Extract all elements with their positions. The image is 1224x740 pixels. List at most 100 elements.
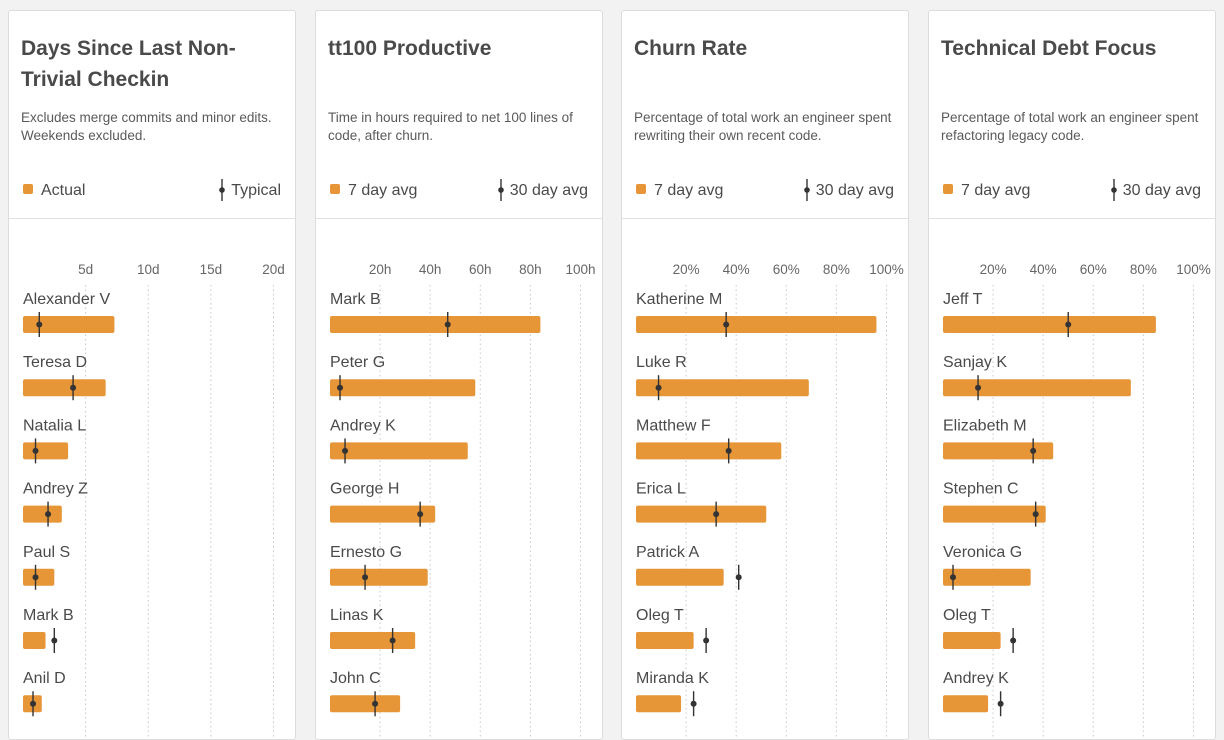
typical-marker-dot	[30, 700, 37, 707]
typical-marker-dot	[337, 384, 344, 391]
bar	[330, 442, 468, 460]
typical-marker-dot	[713, 511, 720, 518]
tick-label: 80%	[823, 262, 850, 277]
bar	[636, 442, 782, 460]
legend-bar-label: 7 day avg	[348, 182, 418, 199]
category-label: Erica L	[636, 481, 686, 498]
bar	[943, 695, 989, 713]
bar	[23, 568, 55, 586]
typical-marker-dot	[703, 637, 710, 644]
chart-panel-checkin: Days Since Last Non-Trivial Checkin Excl…	[8, 10, 296, 740]
legend-actual: 7 day avg	[943, 179, 1030, 203]
typical-marker-dot	[997, 700, 1004, 707]
bar	[330, 632, 416, 649]
panel-title: Days Since Last Non-Trivial Checkin	[21, 37, 236, 91]
panel-header: tt100 Productive Time in hours required …	[316, 11, 602, 219]
bar	[636, 568, 724, 586]
category-label: Andrey Z	[23, 481, 88, 498]
bar-chart: 20% 40% 60% 80% 100% Jeff T Sanjay K Elizabeth …	[943, 262, 1211, 739]
tick-label: 10d	[137, 262, 160, 277]
legend-marker-label: Typical	[231, 182, 281, 199]
tick-label: 40%	[1030, 262, 1057, 277]
category-label: Alexander V	[23, 291, 110, 308]
bar-swatch-icon	[943, 184, 953, 194]
bar-chart: 20% 40% 60% 80% 100% Katherine M Luke R Matthew…	[636, 262, 904, 739]
tick-label: 20%	[673, 262, 700, 277]
marker-swatch-icon	[497, 179, 504, 201]
tick-label: 100%	[1176, 262, 1211, 277]
typical-marker-dot	[444, 321, 451, 328]
legend: 7 day avg 30 day avg	[941, 179, 1203, 203]
panel-title: Technical Debt Focus	[941, 37, 1157, 60]
typical-marker-dot	[32, 574, 39, 581]
bar	[23, 316, 115, 333]
category-label: Matthew F	[636, 417, 711, 434]
category-label: Teresa D	[23, 354, 87, 371]
typical-marker-dot	[372, 700, 379, 707]
typical-marker-dot	[690, 700, 697, 707]
category-label: Oleg T	[943, 607, 991, 624]
legend-actual: Actual	[23, 179, 85, 203]
tick-label: 15d	[200, 262, 223, 277]
legend-bar-label: Actual	[41, 182, 86, 199]
bar	[943, 379, 1131, 397]
category-label: Luke R	[636, 354, 687, 371]
category-label: Veronica G	[943, 544, 1022, 561]
typical-marker-dot	[70, 384, 77, 391]
category-label: Mark B	[23, 607, 74, 624]
bar	[943, 632, 1001, 649]
tick-label: 5d	[78, 262, 93, 277]
bar-swatch-icon	[636, 184, 646, 194]
bar	[330, 568, 428, 586]
bar	[330, 695, 401, 713]
category-label: Andrey K	[330, 417, 396, 434]
panel-description: Percentage of total work an engineer spe…	[941, 110, 1199, 143]
category-label: Linas K	[330, 607, 384, 624]
category-label: Sanjay K	[943, 354, 1007, 371]
typical-marker-dot	[45, 511, 52, 518]
category-label: Mark B	[330, 291, 381, 308]
bar-chart: 5d 10d 15d 20d Alexander V Teresa D Natalia L A…	[23, 262, 285, 739]
typical-marker-dot	[36, 321, 43, 328]
tick-label: 40%	[723, 262, 750, 277]
tick-label: 60%	[773, 262, 800, 277]
panel-title: tt100 Productive	[328, 37, 492, 60]
legend-typical: 30 day avg	[497, 179, 588, 203]
category-label: Miranda K	[636, 670, 709, 687]
panel-description: Percentage of total work an engineer spe…	[634, 110, 892, 143]
bar	[636, 316, 877, 333]
typical-marker-dot	[725, 447, 732, 454]
category-label: George H	[330, 481, 399, 498]
legend-marker-label: 30 day avg	[509, 182, 588, 199]
bar	[943, 316, 1156, 333]
legend-actual: 7 day avg	[636, 179, 723, 203]
category-label: Oleg T	[636, 607, 684, 624]
bar	[23, 505, 62, 523]
legend-marker-label: 30 day avg	[815, 182, 894, 199]
typical-marker-dot	[51, 637, 58, 644]
tick-label: 80h	[519, 262, 542, 277]
category-label: Peter G	[330, 354, 385, 371]
bar	[23, 632, 46, 649]
tick-label: 40h	[419, 262, 442, 277]
tick-label: 100%	[869, 262, 904, 277]
tick-label: 60%	[1080, 262, 1107, 277]
category-label: Patrick A	[636, 544, 699, 561]
typical-marker-dot	[1065, 321, 1072, 328]
chart-panel-tt100: tt100 Productive Time in hours required …	[315, 10, 603, 740]
typical-marker-dot	[342, 447, 349, 454]
bar	[943, 442, 1054, 460]
bar-swatch-icon	[330, 184, 340, 194]
category-label: Ernesto G	[330, 544, 402, 561]
tick-label: 100h	[565, 262, 595, 277]
bar-swatch-icon	[23, 184, 33, 194]
bar	[636, 695, 682, 713]
legend-typical: Typical	[219, 179, 281, 203]
panel-title: Churn Rate	[634, 37, 748, 60]
legend-bar-label: 7 day avg	[961, 182, 1031, 199]
category-label: Andrey K	[943, 670, 1009, 687]
bar	[943, 505, 1046, 523]
legend-typical: 30 day avg	[1110, 179, 1201, 203]
bar	[636, 505, 767, 523]
typical-marker-dot	[723, 321, 730, 328]
